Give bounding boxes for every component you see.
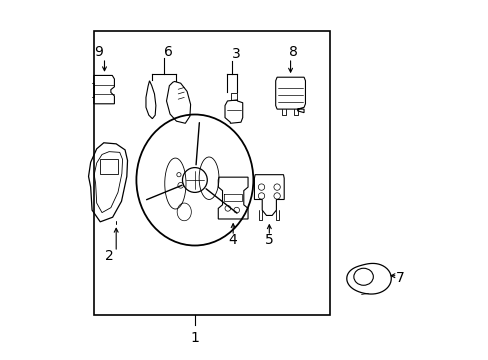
- Text: 9: 9: [94, 45, 102, 59]
- Bar: [100, 159, 118, 174]
- Text: 6: 6: [163, 45, 172, 59]
- Text: 8: 8: [288, 45, 297, 59]
- Text: 4: 4: [228, 233, 237, 247]
- Text: 5: 5: [264, 233, 273, 247]
- Text: 2: 2: [104, 249, 113, 263]
- Text: 7: 7: [395, 271, 404, 285]
- Text: 1: 1: [190, 331, 199, 345]
- Bar: [94, 31, 329, 315]
- Text: 3: 3: [232, 47, 241, 61]
